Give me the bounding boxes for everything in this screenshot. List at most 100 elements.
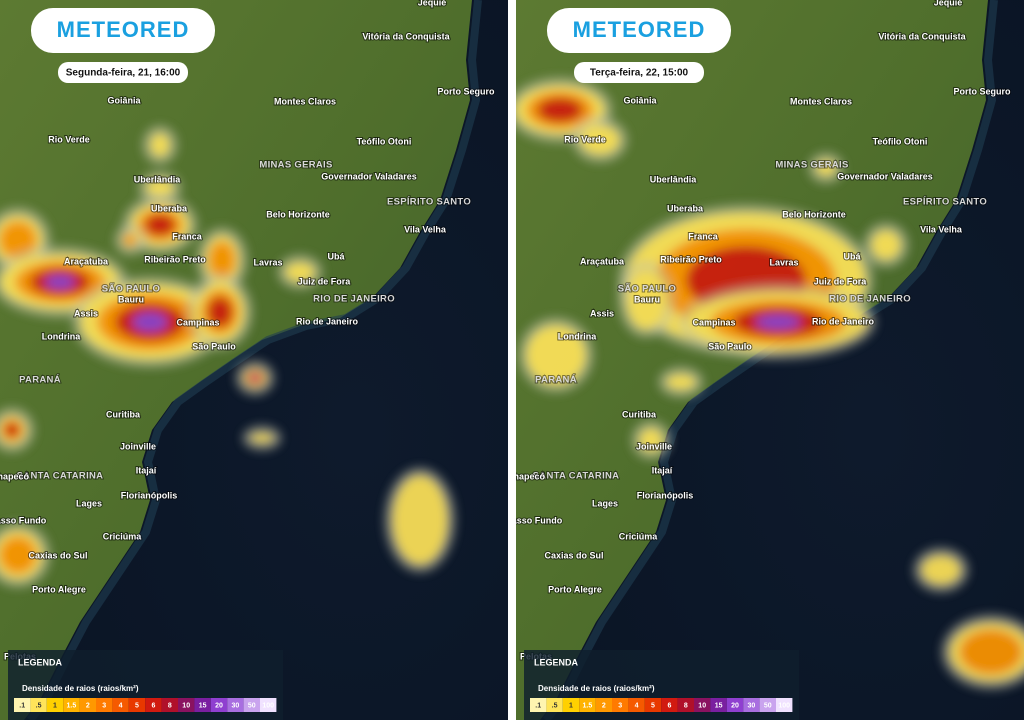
lightning-cell: [132, 312, 168, 332]
legend-tick: 3: [102, 702, 106, 709]
lightning-cell: [755, 314, 801, 330]
city-label: Uberlândia: [134, 174, 182, 184]
legend-tick: 5: [651, 702, 655, 709]
legend-swatch: [30, 698, 47, 712]
city-label: Assis: [74, 308, 98, 318]
legend-tick: 15: [199, 702, 207, 709]
city-label: Uberlândia: [650, 174, 698, 184]
legend-tick: .5: [36, 702, 42, 709]
date: Terça-feira, 22, 15:00: [590, 68, 689, 79]
state-label: PARANÁ: [19, 375, 61, 386]
legend-tick: 4: [635, 702, 639, 709]
lightning-cell: [392, 475, 448, 565]
lightning-cell: [45, 275, 75, 289]
legend-tick: 15: [715, 702, 723, 709]
lightning-layer: [0, 125, 456, 588]
lightning-cell: [150, 133, 170, 157]
city-label: Belo Horizonte: [266, 209, 330, 219]
city-label: Teófilo Otoni: [357, 136, 412, 146]
city-label: Porto Alegre: [548, 584, 602, 594]
city-label: Campinas: [176, 317, 219, 327]
legend-subtitle: Densidade de raios (raios/km²): [22, 684, 139, 693]
state-label: SANTA CATARINA: [533, 471, 620, 482]
city-label: Uberaba: [151, 203, 188, 213]
legend-tick: 1: [569, 702, 573, 709]
state-label: ESPÍRITO SANTO: [903, 197, 987, 208]
state-label: RIO DE JANEIRO: [829, 294, 911, 305]
city-label: Goiânia: [623, 95, 657, 105]
lightning-cell: [666, 374, 696, 390]
city-label: Ribeirão Preto: [660, 254, 722, 264]
city-label: São Paulo: [192, 341, 236, 351]
logo-badge: [547, 8, 731, 53]
city-label: Lavras: [253, 257, 282, 267]
city-label: Porto Alegre: [32, 584, 86, 594]
city-label: Vitória da Conquista: [878, 31, 966, 41]
legend-swatch: [743, 698, 760, 712]
city-label: Franca: [172, 231, 203, 241]
legend-tick: 8: [684, 702, 688, 709]
city-label: Teófilo Otoni: [873, 136, 928, 146]
legend-tick: 20: [215, 702, 223, 709]
legend-title: LEGENDA: [534, 657, 579, 667]
lightning-cell: [0, 536, 37, 574]
legend-swatch: [260, 698, 277, 712]
legend-swatch: [776, 698, 793, 712]
legend-swatch: [243, 698, 260, 712]
city-label: Bauru: [118, 294, 144, 304]
legend-tick: 2: [86, 702, 90, 709]
legend-swatch: [595, 698, 612, 712]
state-label: ESPÍRITO SANTO: [387, 197, 471, 208]
lightning-cell: [252, 375, 258, 381]
map: MINAS GERAIS ESPÍRITO SANTO SÃO PAULO RIO D…: [516, 0, 1024, 720]
city-label: Montes Claros: [790, 96, 852, 106]
city-label: Londrina: [558, 331, 597, 341]
city-label: Rio Verde: [564, 134, 606, 144]
legend-tick: 10: [182, 702, 190, 709]
legend-swatch: [128, 698, 146, 712]
coast-shelf: [542, 0, 998, 720]
lightning-cell: [285, 262, 315, 282]
lightning-cell: [921, 555, 961, 585]
city-label: Goiânia: [107, 95, 141, 105]
city-label: Juiz de Fora: [298, 276, 352, 286]
city-label: Governador Valadares: [321, 171, 417, 181]
city-label: Vila Velha: [404, 224, 447, 234]
state-label: SÃO PAULO: [618, 284, 676, 295]
legend-tick: 6: [667, 702, 671, 709]
date-badge: [58, 62, 188, 83]
city-label: Londrina: [42, 331, 81, 341]
state-label: MINAS GERAIS: [259, 160, 332, 171]
state-label: SANTA CATARINA: [17, 471, 104, 482]
legend-tick: 5: [135, 702, 139, 709]
city-label: Uberaba: [667, 203, 704, 213]
lightning-cell: [537, 97, 583, 123]
city-label: Caxias do Sul: [544, 550, 603, 560]
legend-title: LEGENDA: [18, 657, 63, 667]
legend-tick: 50: [248, 702, 256, 709]
city-label: Ubá: [327, 251, 345, 261]
coast-shelf: [26, 0, 482, 720]
city-label: Passo Fundo: [0, 515, 47, 525]
city-label: Ubá: [843, 251, 861, 261]
date-badge: [574, 62, 704, 83]
city-label: Belo Horizonte: [782, 209, 846, 219]
state-label: MINAS GERAIS: [775, 160, 848, 171]
legend-swatch: [726, 698, 744, 712]
city-label: Rio Verde: [48, 134, 90, 144]
lightning-cell: [0, 221, 37, 259]
lightning-cell: [526, 325, 586, 385]
legend-swatch: [530, 698, 547, 712]
legend-tick: 6: [151, 702, 155, 709]
city-label: Chapecó: [0, 471, 30, 481]
legend-tick: 30: [232, 702, 240, 709]
city-label: Assis: [590, 308, 614, 318]
city-label: Governador Valadares: [837, 171, 933, 181]
land: [0, 0, 472, 720]
logo: METEORED: [573, 17, 706, 42]
city-label: Itajaí: [136, 465, 157, 475]
legend-swatch: [210, 698, 228, 712]
date: Segunda-feira, 21, 16:00: [66, 68, 181, 79]
city-label: Jequié: [418, 0, 447, 7]
legend-swatch: [63, 698, 80, 712]
